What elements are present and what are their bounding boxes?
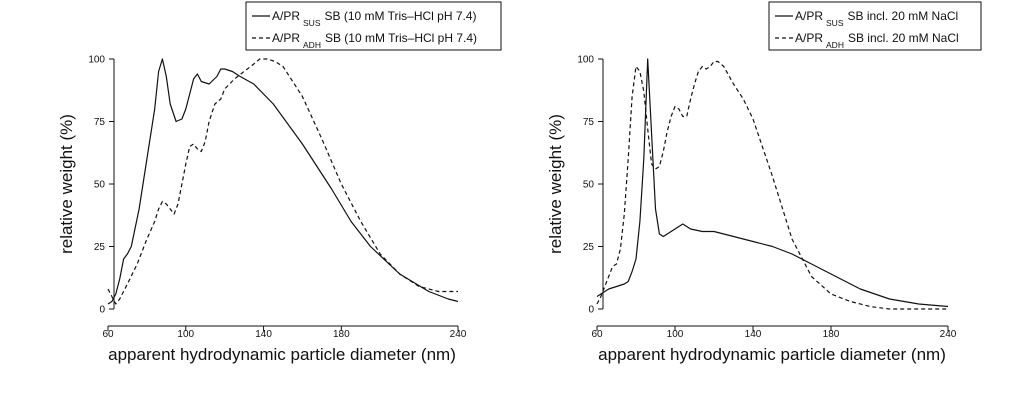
x-tick-label: 100 xyxy=(177,329,194,340)
x-tick-label: 60 xyxy=(102,329,114,340)
y-tick-label: 50 xyxy=(583,180,595,191)
chart-panel-right: 0 25 50 75 100 60 100 140 180 240 apparent hydrody… xyxy=(546,1,982,364)
legend-entry: A/PR SUS SB (10 mM Tris–HCl pH 7.4) xyxy=(272,9,477,28)
series-line-adh xyxy=(107,58,458,305)
y-tick-label: 25 xyxy=(94,242,106,253)
x-tick-label: 240 xyxy=(450,329,467,340)
legend-subscript: ADH xyxy=(303,40,321,50)
y-tick-label: 75 xyxy=(583,117,595,128)
y-tick-label: 75 xyxy=(94,117,106,128)
legend-prefix: A/PR xyxy=(795,31,823,45)
y-tick-label: 50 xyxy=(94,180,106,191)
legend-prefix: A/PR xyxy=(795,9,823,23)
x-axis-label: apparent hydrodynamic particle diameter … xyxy=(108,345,456,364)
x-tick-label: 180 xyxy=(333,329,350,340)
legend-suffix: SB incl. 20 mM NaCl xyxy=(848,9,959,23)
x-tick-label: 100 xyxy=(667,329,684,340)
y-tick-label: 100 xyxy=(577,55,594,66)
legend-prefix: A/PR xyxy=(272,9,300,23)
legend-subscript: SUS xyxy=(826,18,844,28)
x-axis-label: apparent hydrodynamic particle diameter … xyxy=(598,345,946,364)
x-tick-label: 60 xyxy=(591,329,603,340)
y-tick-label: 0 xyxy=(588,305,594,316)
x-tick-label: 180 xyxy=(823,329,840,340)
y-axis-label: relative weight (%) xyxy=(546,114,565,254)
legend-suffix: SB incl. 20 mM NaCl xyxy=(848,31,959,45)
y-axis-label: relative weight (%) xyxy=(57,114,76,254)
x-tick-label: 140 xyxy=(745,329,762,340)
y-tick-label: 0 xyxy=(99,305,105,316)
y-tick-label: 100 xyxy=(88,55,105,66)
y-tick-label: 25 xyxy=(583,242,595,253)
legend-box xyxy=(245,1,502,51)
series-line-adh xyxy=(596,60,948,310)
x-tick-label: 140 xyxy=(255,329,272,340)
legend-subscript: SUS xyxy=(303,18,321,28)
legend-entry: A/PR ADH SB (10 mM Tris–HCl pH 7.4) xyxy=(272,31,477,50)
legend: A/PR SUS SB (10 mM Tris–HCl pH 7.4)A/PR ADH… xyxy=(245,1,502,51)
chart-panel-left: 0 25 50 75 100 60 100 140 180 240 apparent hydrody… xyxy=(57,1,502,364)
series-line-sus xyxy=(596,58,949,308)
series-line-sus xyxy=(107,58,459,305)
legend-entry: A/PR SUS SB incl. 20 mM NaCl xyxy=(795,9,958,28)
legend-box xyxy=(768,1,982,51)
legend-prefix: A/PR xyxy=(272,31,300,45)
legend-subscript: ADH xyxy=(826,40,844,50)
legend-suffix: SB (10 mM Tris–HCl pH 7.4) xyxy=(325,31,477,45)
legend-suffix: SB (10 mM Tris–HCl pH 7.4) xyxy=(325,9,477,23)
legend-entry: A/PR ADH SB incl. 20 mM NaCl xyxy=(795,31,959,50)
x-tick-label: 240 xyxy=(940,329,957,340)
